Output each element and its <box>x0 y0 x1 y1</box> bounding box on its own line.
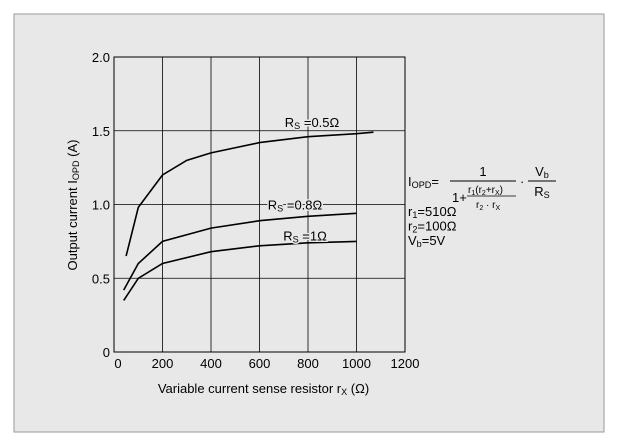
series-label: RS =0.5Ω <box>285 115 340 131</box>
subscript: S <box>294 121 300 131</box>
text-part: (Ω) <box>347 381 369 396</box>
text-part: R <box>534 184 543 199</box>
x-tick-label: 600 <box>249 356 271 371</box>
formula-lhs: IOPD= <box>408 174 439 190</box>
formula-denominator-lead: 1+ <box>452 190 467 205</box>
constant: Vb=5V <box>408 233 446 249</box>
subscript: X <box>495 205 500 212</box>
subscript: X <box>495 190 500 197</box>
panel <box>13 13 605 433</box>
subscript: 2 <box>412 225 417 235</box>
x-tick-label: 400 <box>200 356 222 371</box>
x-axis-label: Variable current sense resistor rX (Ω) <box>158 381 369 397</box>
subscript: S <box>544 190 550 200</box>
y-tick-label: 2.0 <box>92 50 110 65</box>
series-label: RS =0.8Ω <box>268 197 323 213</box>
text-part: (r <box>475 185 482 196</box>
text-part: V <box>535 164 544 179</box>
subscript: S <box>277 203 283 213</box>
subscript: 2 <box>479 205 483 212</box>
text-part: R <box>283 228 292 243</box>
text-part: =510Ω <box>417 204 456 219</box>
formula-vb: Vb <box>535 164 549 180</box>
subscript: 1 <box>471 190 475 197</box>
text-part: r <box>408 219 413 234</box>
text-part: r <box>408 204 413 219</box>
text-part: ) <box>500 185 503 196</box>
formula-inner-numerator: r1(r2+rX) <box>468 185 503 197</box>
x-tick-label: 0 <box>114 356 121 371</box>
line <box>122 212 357 291</box>
text-part: =5V <box>422 233 446 248</box>
formula-inner-denominator: r2 · rX <box>476 200 500 212</box>
x-tick-label: 1200 <box>391 356 420 371</box>
text-part: r <box>468 185 472 196</box>
x-tick-label: 800 <box>297 356 319 371</box>
constant: r1=510Ω <box>408 204 457 220</box>
text-part: · r <box>483 200 496 211</box>
text-part: R <box>285 115 294 130</box>
text-part: +r <box>486 185 496 196</box>
text-part: =100Ω <box>417 219 456 234</box>
line <box>125 131 374 257</box>
text-part: V <box>408 233 417 248</box>
formula-rs: RS <box>534 184 549 200</box>
formula-numerator: 1 <box>479 164 486 179</box>
subscript: S <box>293 234 299 244</box>
subscript: b <box>417 239 422 249</box>
subscript: OPD <box>71 160 81 180</box>
text-part: =0.5Ω <box>300 115 339 130</box>
text-part: Output current I <box>65 180 80 270</box>
text-part: = <box>431 174 439 189</box>
subscript: b <box>544 170 549 180</box>
text-part: Variable current sense resistor r <box>158 381 342 396</box>
y-tick-label: 0.5 <box>92 271 110 286</box>
x-tick-label: 200 <box>152 356 174 371</box>
subscript: 1 <box>412 210 417 220</box>
text-part: =1Ω <box>299 228 327 243</box>
subscript: X <box>341 387 347 397</box>
text-part: =0.8Ω <box>283 197 322 212</box>
y-tick-label: 0 <box>103 345 110 360</box>
formula-dot: · <box>520 174 524 189</box>
series-label: RS =1Ω <box>283 228 327 244</box>
subscript: OPD <box>412 180 432 190</box>
x-tick-label: 1000 <box>342 356 371 371</box>
text-part: I <box>408 174 412 189</box>
y-tick-label: 1.0 <box>92 198 110 213</box>
text-part: r <box>476 200 480 211</box>
text-part: R <box>268 197 277 212</box>
subscript: 2 <box>482 190 486 197</box>
y-tick-label: 1.5 <box>92 124 110 139</box>
constant: r2=100Ω <box>408 219 457 235</box>
y-axis-label: Output current IOPD (A) <box>65 140 81 271</box>
text-part: (A) <box>65 140 80 161</box>
line <box>123 240 357 301</box>
